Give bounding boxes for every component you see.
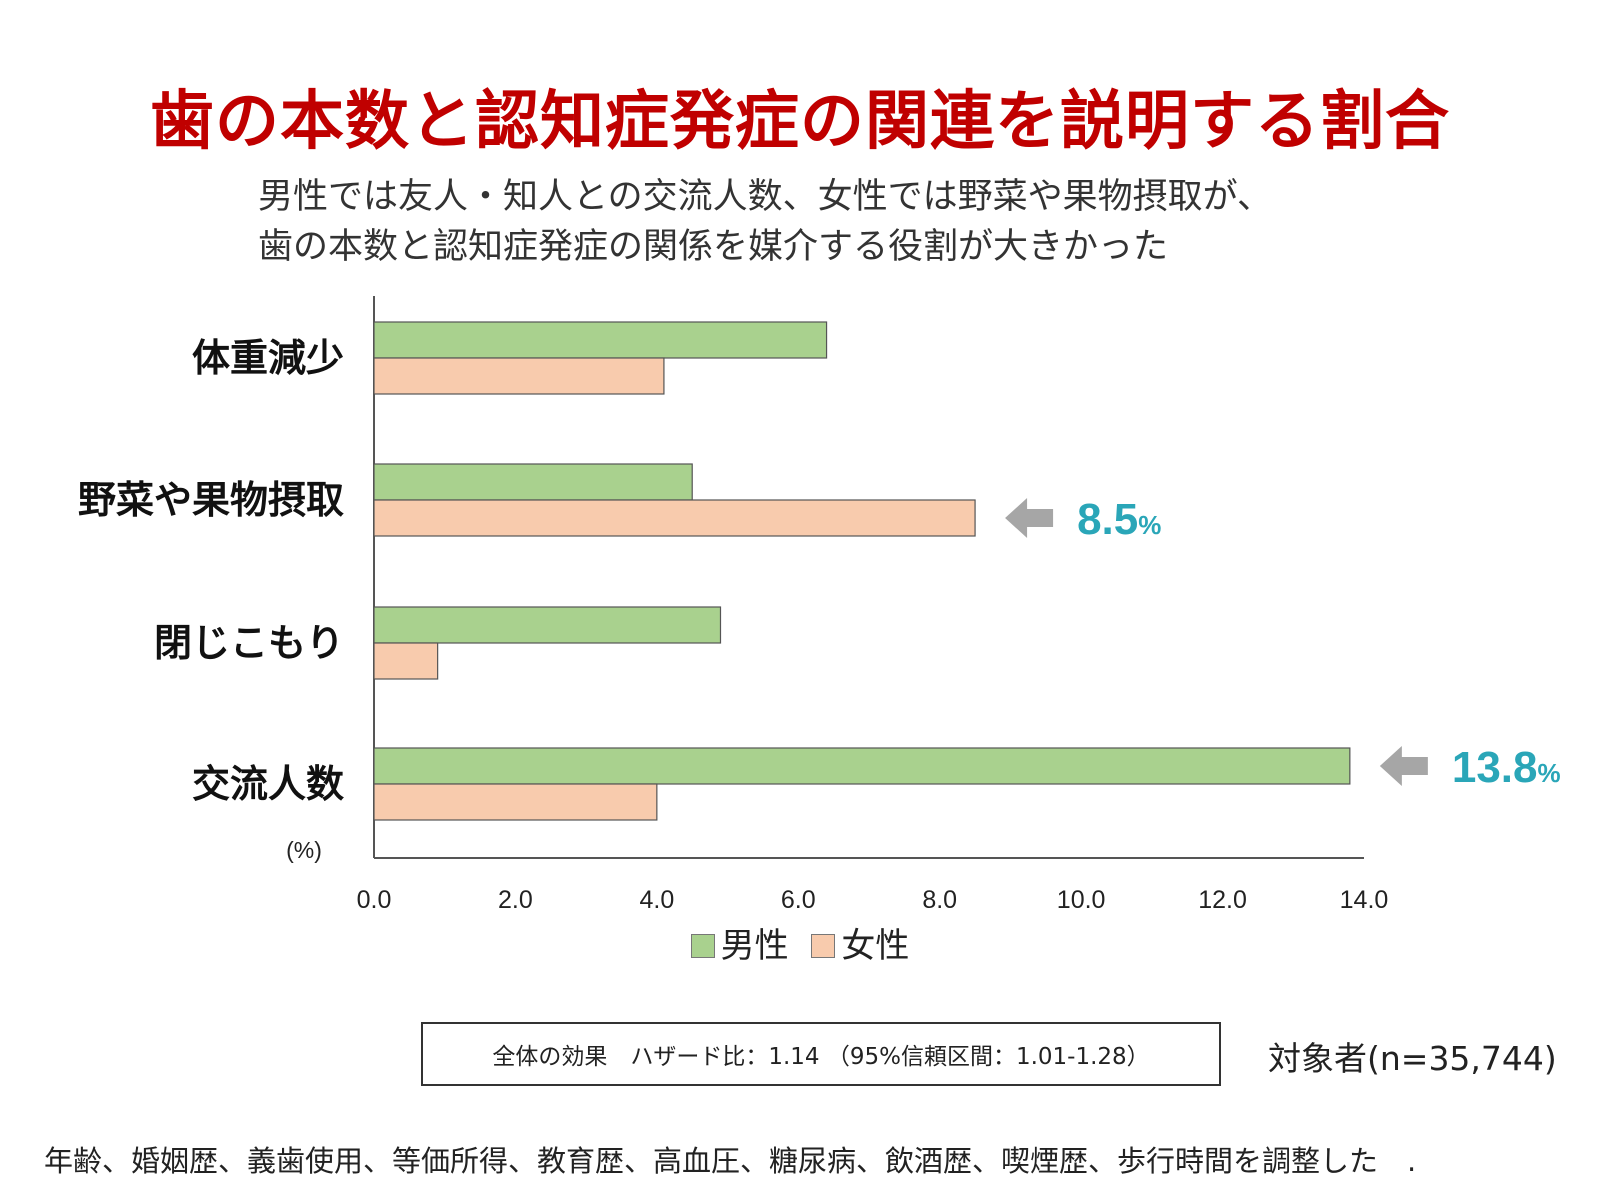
bar-female-2 <box>373 499 976 537</box>
x-tick-label-3: 4.0 <box>639 886 674 914</box>
bar-female-1 <box>373 357 665 395</box>
x-tick-label-8: 14.0 <box>1340 886 1389 914</box>
legend-item-female: 女性 <box>811 918 909 967</box>
unit-label: (%) <box>286 837 322 863</box>
x-tick-label-6: 10.0 <box>1057 886 1106 914</box>
category-label-1: 体重減少 <box>192 336 344 380</box>
sample-size: 対象者(n=35,744) <box>1268 1039 1557 1078</box>
legend-item-male: 男性 <box>690 918 789 967</box>
subtitle: 男性では友人・知人との交流人数、女性では野菜や果物摂取が、 歯の本数と認知症発症… <box>258 172 1272 272</box>
bar-male-4 <box>373 747 1351 785</box>
category-label-4: 交流人数 <box>192 762 344 806</box>
overall-effect-box: 全体の効果 ハザード比：1.14 （95%信頼区間：1.01-1.28） <box>421 1022 1221 1086</box>
annotation-value-1: 8.5% <box>1077 495 1161 544</box>
annotation-value-2: 13.8% <box>1452 743 1561 792</box>
annotation-arrow-1 <box>1005 498 1054 538</box>
subtitle-line-1: 男性では友人・知人との交流人数、女性では野菜や果物摂取が、 <box>258 177 1272 217</box>
x-tick-label-5: 8.0 <box>922 886 957 914</box>
chart-legend: 男性 女性 <box>0 918 1600 967</box>
x-tick-label-2: 2.0 <box>498 886 533 914</box>
x-tick-label-1: 0.0 <box>357 886 392 914</box>
x-tick-label-7: 12.0 <box>1198 886 1247 914</box>
legend-swatch-male <box>690 934 715 958</box>
annotation-arrow-2 <box>1379 746 1428 786</box>
bar-female-3 <box>373 642 439 680</box>
bar-male-2 <box>373 463 693 501</box>
bar-female-4 <box>373 783 658 821</box>
legend-label-female: 女性 <box>841 926 910 966</box>
adjustment-footnote: 年齢、婚姻歴、義歯使用、等価所得、教育歴、高血圧、糖尿病、飲酒歴、喫煙歴、歩行時… <box>44 1144 1417 1178</box>
x-tick-label-4: 6.0 <box>781 886 816 914</box>
category-label-3: 閉じこもり <box>154 621 344 665</box>
category-label-2: 野菜や果物摂取 <box>78 478 344 522</box>
bar-male-1 <box>373 321 828 359</box>
legend-swatch-female <box>811 934 836 958</box>
legend-label-male: 男性 <box>720 926 789 966</box>
page-title: 歯の本数と認知症発症の関連を説明する割合 <box>150 85 1450 159</box>
subtitle-line-2: 歯の本数と認知症発症の関係を媒介する役割が大きかった <box>258 227 1169 267</box>
bar-male-3 <box>373 606 722 644</box>
